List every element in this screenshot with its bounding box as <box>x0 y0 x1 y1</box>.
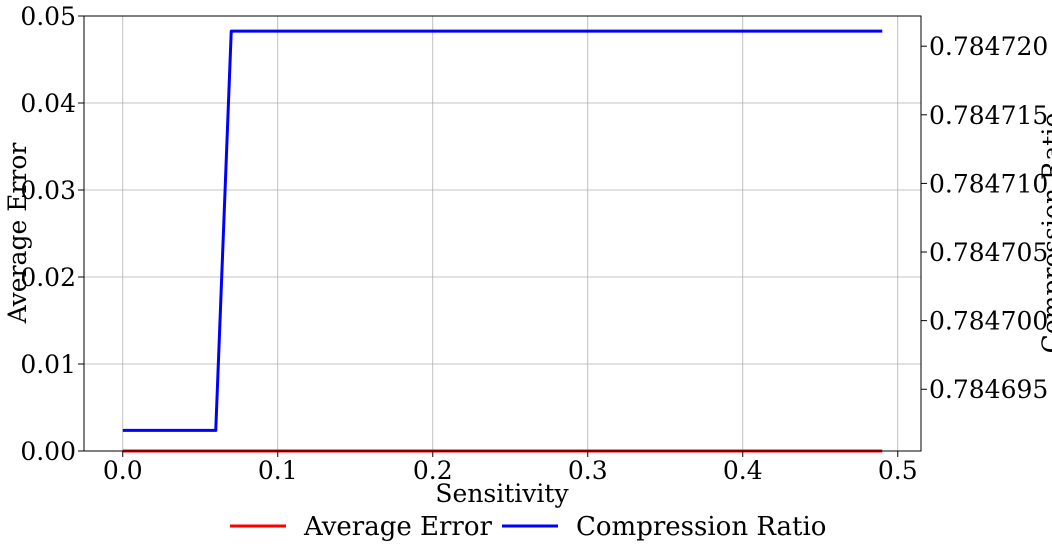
y2-tick-label: 0.784705 <box>929 238 1048 267</box>
y2-tick-label: 0.784715 <box>929 101 1048 130</box>
y2-tick-label: 0.784695 <box>929 375 1048 404</box>
x-tick-label: 0.5 <box>878 456 918 485</box>
y2-tick-label: 0.784710 <box>929 169 1048 198</box>
y-tick-label: 0.01 <box>20 350 76 379</box>
legend-label-compression-ratio: Compression Ratio <box>576 512 826 542</box>
grid <box>84 15 921 452</box>
legend: Average Error Compression Ratio <box>230 512 826 542</box>
y2-axis-title: Compression Ratio <box>1037 113 1052 354</box>
x-tick-label: 0.0 <box>103 456 143 485</box>
y-axis-left: 0.00 0.01 0.02 0.03 0.04 0.05 <box>20 2 84 466</box>
y-axis-right: 0.784695 0.784700 0.784705 0.784710 0.784715… <box>921 32 1048 404</box>
y2-tick-label: 0.784720 <box>929 32 1048 61</box>
y-tick-label: 0.03 <box>20 176 76 205</box>
y-tick-label: 0.02 <box>20 263 76 292</box>
y-tick-label: 0.04 <box>20 89 76 118</box>
x-axis-title: Sensitivity <box>435 479 569 508</box>
plot-frame <box>83 15 922 452</box>
y-axis-title: Average Error <box>3 143 32 325</box>
legend-label-average-error: Average Error <box>303 512 493 542</box>
series-layer <box>122 29 883 453</box>
x-tick-label: 0.1 <box>258 456 298 485</box>
series-line-compression-ratio <box>122 29 883 432</box>
x-axis: 0.0 0.1 0.2 0.3 0.4 0.5 <box>103 451 918 485</box>
y-tick-label: 0.05 <box>20 2 76 31</box>
x-tick-label: 0.4 <box>723 456 763 485</box>
y-tick-label: 0.00 <box>20 437 76 466</box>
x-tick-label: 0.2 <box>413 456 453 485</box>
y2-tick-label: 0.784700 <box>929 307 1048 336</box>
x-tick-label: 0.3 <box>568 456 608 485</box>
